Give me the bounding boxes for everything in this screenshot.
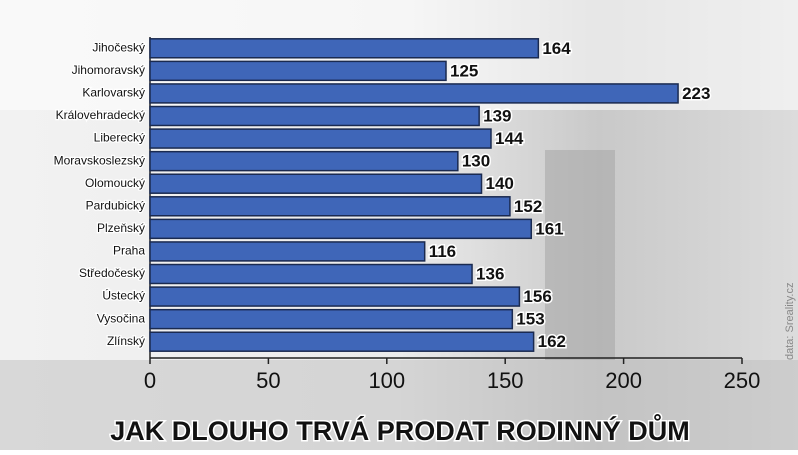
bar [149, 218, 532, 240]
bar [149, 286, 521, 307]
y-tick-label: Plzeňský [97, 221, 145, 235]
x-tick-label: 50 [256, 368, 280, 393]
x-tick-label: 100 [368, 368, 405, 393]
data-label: 139 [483, 106, 511, 125]
ground [0, 360, 798, 450]
x-tick-label: 250 [724, 368, 761, 393]
bar [149, 263, 473, 285]
chart-title: JAK DLOUHO TRVÁ PRODAT RODINNÝ DŮM [110, 413, 690, 446]
bar [149, 38, 540, 59]
woodpile [545, 150, 615, 360]
data-label: 136 [476, 264, 504, 283]
y-tick-label: Jihočeský [92, 40, 145, 54]
bar [149, 241, 426, 262]
data-label: 152 [514, 197, 542, 216]
bar [149, 150, 459, 172]
bar [149, 128, 492, 149]
bar [149, 83, 679, 104]
x-tick-label: 150 [487, 368, 524, 393]
x-tick-label: 200 [605, 368, 642, 393]
y-tick-label: Zlínský [107, 334, 145, 348]
bar [149, 331, 535, 352]
x-tick-label: 0 [144, 368, 156, 393]
data-label: 161 [535, 219, 563, 238]
data-label: 116 [429, 242, 456, 261]
bar [149, 308, 514, 330]
bar [149, 196, 511, 217]
data-label: 164 [542, 39, 571, 58]
data-label: 223 [682, 84, 710, 103]
data-label: 144 [495, 129, 524, 148]
data-label: 153 [516, 310, 544, 329]
y-tick-label: Jihomoravský [72, 63, 145, 77]
y-tick-label: Liberecký [94, 131, 145, 145]
bar [149, 173, 483, 194]
y-tick-label: Karlovarský [82, 86, 145, 100]
y-tick-label: Pardubický [86, 198, 145, 212]
y-tick-label: Olomoucký [85, 176, 145, 190]
bar [149, 60, 447, 82]
y-tick-label: Středočeský [79, 266, 145, 280]
data-label: 156 [523, 287, 551, 306]
data-label: 130 [462, 152, 490, 171]
data-label: 140 [486, 174, 514, 193]
bar [149, 105, 480, 127]
y-tick-label: Praha [113, 244, 145, 258]
data-label: 162 [538, 332, 566, 351]
y-tick-label: Moravskoslezský [54, 153, 145, 167]
y-tick-label: Ústecký [102, 288, 145, 303]
y-tick-label: Vysočina [97, 311, 146, 325]
data-label: 125 [450, 61, 478, 80]
y-tick-label: Královehradecký [56, 108, 145, 122]
source: data: Sreality.cz [784, 283, 796, 360]
